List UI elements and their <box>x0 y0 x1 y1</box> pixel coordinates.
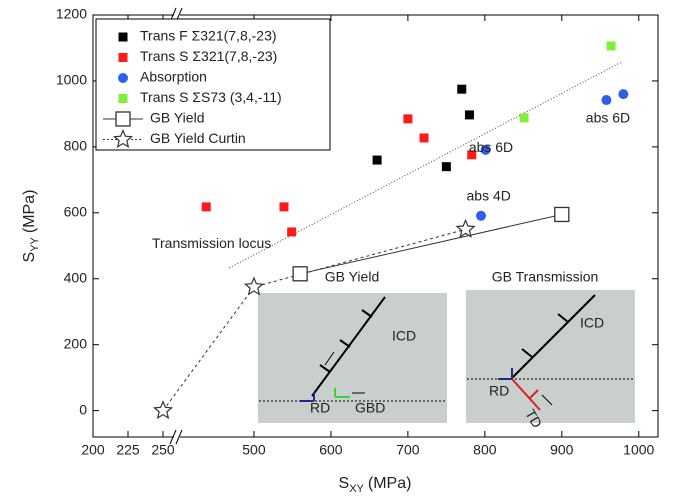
point <box>607 41 616 50</box>
inset-label: GBD <box>355 400 385 416</box>
legend-label: Absorption <box>140 69 207 85</box>
annotation: abs 6D <box>586 110 630 126</box>
axis-unit: (MPa) <box>21 190 38 234</box>
point <box>465 110 474 119</box>
x-tick-label: 600 <box>319 442 343 458</box>
inset-label: RD <box>310 400 330 416</box>
axis-symbol: S <box>21 252 38 263</box>
x-tick-label: 225 <box>116 442 140 458</box>
point <box>245 278 262 294</box>
y-tick-label: 1000 <box>56 72 87 88</box>
point <box>279 202 288 211</box>
legend-label: GB Yield <box>150 110 204 126</box>
axis-symbol: S <box>339 475 350 492</box>
x-tick-label: 800 <box>473 442 497 458</box>
x-tick-label: 1000 <box>623 442 654 458</box>
y-tick-label: 800 <box>64 138 88 154</box>
point <box>403 114 412 123</box>
inset-title: GB Yield <box>325 269 379 285</box>
x_label: SXY (MPa) <box>339 475 412 495</box>
series-line <box>300 214 562 273</box>
legend-marker <box>116 112 130 126</box>
inset-title: GB Transmission <box>492 269 599 285</box>
y-tick-label: 200 <box>64 335 88 351</box>
legend-label: GB Yield Curtin <box>150 130 246 146</box>
point <box>154 402 171 418</box>
legend-marker <box>119 33 128 42</box>
point <box>520 113 529 122</box>
annotation: Transmission locus <box>152 235 271 251</box>
inset-label: RD <box>489 383 509 399</box>
point <box>287 227 296 236</box>
point <box>601 95 611 105</box>
point <box>293 267 307 281</box>
x-tick-label: 200 <box>81 442 105 458</box>
chart: 0 200 400 600 800 1000 1200 200 225 250 500 600 700 8… <box>0 0 673 500</box>
annotation: abs 6D <box>469 139 513 155</box>
axis-unit: (MPa) <box>368 475 412 492</box>
point <box>555 207 569 221</box>
point <box>618 89 628 99</box>
y-tick-label: 600 <box>64 204 88 220</box>
point <box>476 211 486 221</box>
annotation: abs 4D <box>467 188 511 204</box>
inset-label: ICD <box>580 315 604 331</box>
y-tick-label: 0 <box>79 401 87 417</box>
point <box>373 156 382 165</box>
x-tick-label: 700 <box>396 442 420 458</box>
y-tick-label: 1200 <box>56 6 87 22</box>
y-tick-label: 400 <box>64 269 88 285</box>
point <box>442 162 451 171</box>
x-tick-label: 900 <box>550 442 574 458</box>
legend-marker <box>119 53 128 62</box>
axis-subscript: YY <box>29 236 41 251</box>
inset-label: ICD <box>392 328 416 344</box>
point <box>457 220 474 236</box>
point <box>202 202 211 211</box>
legend-label: Trans S ΣS73 (3,4,-11) <box>140 89 282 105</box>
inset-yield <box>258 293 447 423</box>
x-tick-label: 500 <box>242 442 266 458</box>
legend-label: Trans F Σ321(7,8,-23) <box>140 28 277 44</box>
legend-marker <box>119 94 128 103</box>
point <box>420 133 429 142</box>
legend-marker <box>118 73 128 83</box>
x-tick-label: 250 <box>151 442 175 458</box>
legend-label: Trans S Σ321(7,8,-23) <box>140 48 277 64</box>
point <box>457 85 466 94</box>
y_label: SYY (MPa) <box>21 190 41 263</box>
axis-subscript: XY <box>349 483 364 495</box>
